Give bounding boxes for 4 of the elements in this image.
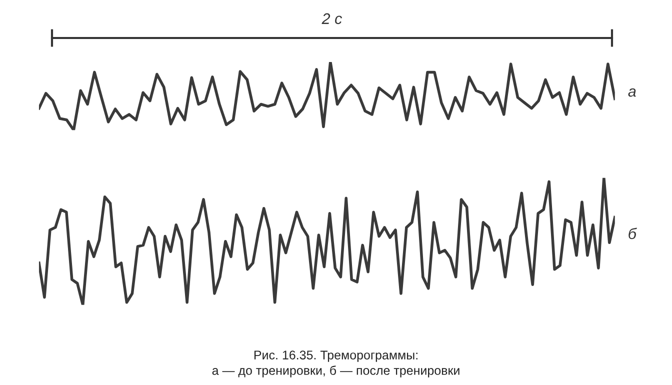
series-label: а [628, 88, 636, 97]
text: 2 с [322, 13, 342, 24]
series-label: б [628, 228, 637, 240]
text: Рис. 16.35. Треморограммы: а — до тренировки, б — после тренировки [212, 350, 460, 378]
